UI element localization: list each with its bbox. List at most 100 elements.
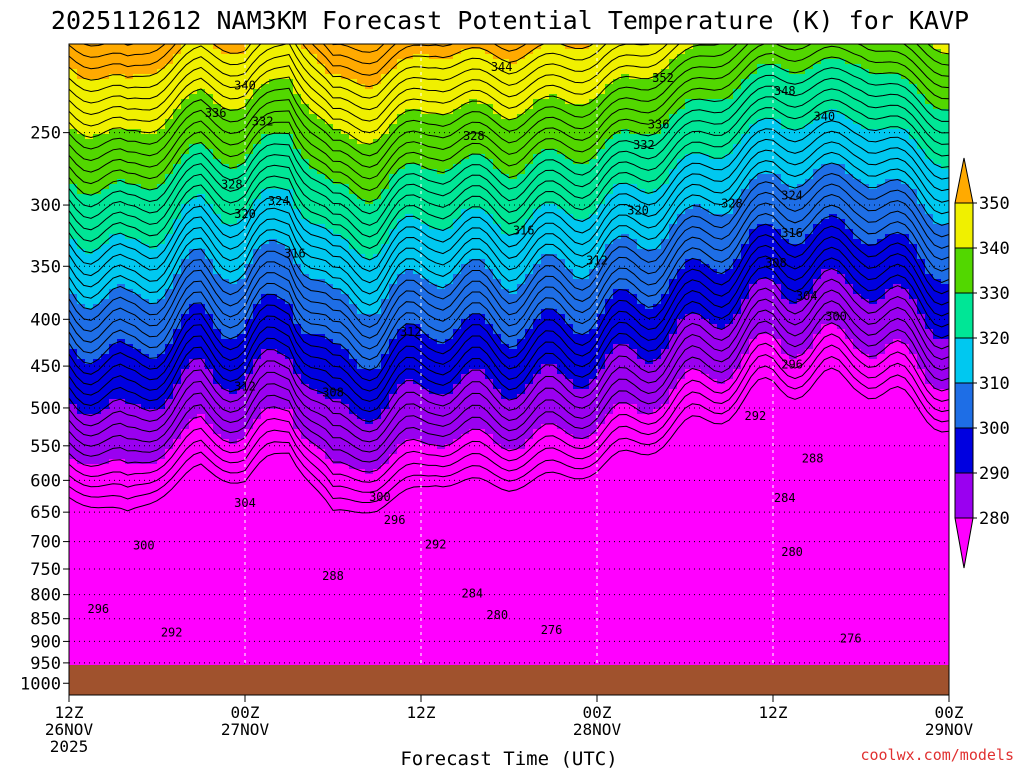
band-cell <box>77 499 86 505</box>
band-cell <box>237 204 246 210</box>
band-cell <box>157 234 166 240</box>
band-cell <box>69 474 78 480</box>
band-cell <box>317 519 326 525</box>
band-cell <box>325 84 334 90</box>
band-cell <box>285 609 294 615</box>
band-cell <box>349 229 358 235</box>
band-cell <box>197 609 206 615</box>
band-cell <box>221 389 230 395</box>
band-cell <box>237 659 246 665</box>
band-cell <box>221 574 230 580</box>
band-cell <box>133 44 142 50</box>
band-cell <box>221 294 230 300</box>
band-cell <box>237 499 246 505</box>
band-cell <box>277 59 286 65</box>
band-cell <box>317 509 326 515</box>
band-cell <box>149 379 158 385</box>
band-cell <box>101 359 110 365</box>
band-cell <box>333 324 342 330</box>
band-cell <box>133 534 142 540</box>
band-cell <box>237 374 246 380</box>
band-cell <box>69 74 78 80</box>
band-cell <box>245 364 254 370</box>
band-cell <box>325 194 334 200</box>
band-cell <box>245 629 254 635</box>
band-cell <box>229 259 238 265</box>
band-cell <box>365 649 374 655</box>
band-cell <box>301 494 310 500</box>
band-cell <box>229 469 238 475</box>
band-cell <box>69 249 78 255</box>
band-cell <box>349 244 358 250</box>
band-cell <box>229 504 238 510</box>
band-cell <box>165 44 174 50</box>
band-cell <box>301 54 310 60</box>
band-cell <box>157 169 166 175</box>
band-cell <box>333 549 342 555</box>
band-cell <box>285 299 294 305</box>
band-cell <box>221 599 230 605</box>
band-cell <box>237 234 246 240</box>
band-cell <box>165 324 174 330</box>
band-cell <box>365 339 374 345</box>
band-cell <box>77 129 86 135</box>
band-cell <box>253 499 262 505</box>
band-cell <box>245 609 254 615</box>
band-cell <box>77 534 86 540</box>
band-cell <box>253 614 262 620</box>
band-cell <box>157 639 166 645</box>
band-cell <box>293 209 302 215</box>
band-cell <box>341 659 350 665</box>
band-cell <box>141 274 150 280</box>
band-cell <box>277 389 286 395</box>
band-cell <box>341 409 350 415</box>
band-cell <box>181 474 190 480</box>
band-cell <box>349 69 358 75</box>
band-cell <box>221 344 230 350</box>
band-cell <box>357 199 366 205</box>
band-cell <box>173 659 182 665</box>
band-cell <box>141 99 150 105</box>
band-cell <box>357 439 366 445</box>
band-cell <box>157 599 166 605</box>
band-cell <box>157 469 166 475</box>
band-cell <box>365 404 374 410</box>
band-cell <box>333 464 342 470</box>
band-cell <box>229 344 238 350</box>
band-cell <box>77 344 86 350</box>
band-cell <box>269 554 278 560</box>
band-cell <box>245 124 254 130</box>
band-cell <box>157 199 166 205</box>
band-cell <box>261 84 270 90</box>
band-cell <box>181 394 190 400</box>
band-cell <box>173 519 182 525</box>
band-cell <box>341 94 350 100</box>
band-cell <box>165 64 174 70</box>
band-cell <box>269 609 278 615</box>
band-cell <box>309 494 318 500</box>
band-cell <box>301 154 310 160</box>
band-cell <box>77 229 86 235</box>
band-cell <box>101 479 110 485</box>
band-cell <box>173 439 182 445</box>
band-cell <box>93 609 102 615</box>
band-cell <box>349 124 358 130</box>
band-cell <box>309 134 318 140</box>
band-cell <box>141 279 150 285</box>
band-cell <box>325 79 334 85</box>
band-cell <box>229 539 238 545</box>
band-cell <box>285 529 294 535</box>
band-cell <box>213 624 222 630</box>
band-cell <box>285 414 294 420</box>
band-cell <box>117 184 126 190</box>
band-cell <box>109 259 118 265</box>
band-cell <box>365 464 374 470</box>
band-cell <box>213 389 222 395</box>
band-cell <box>269 519 278 525</box>
band-cell <box>325 579 334 585</box>
band-cell <box>277 504 286 510</box>
band-cell <box>109 479 118 485</box>
band-cell <box>197 114 206 120</box>
band-cell <box>309 149 318 155</box>
band-cell <box>117 484 126 490</box>
